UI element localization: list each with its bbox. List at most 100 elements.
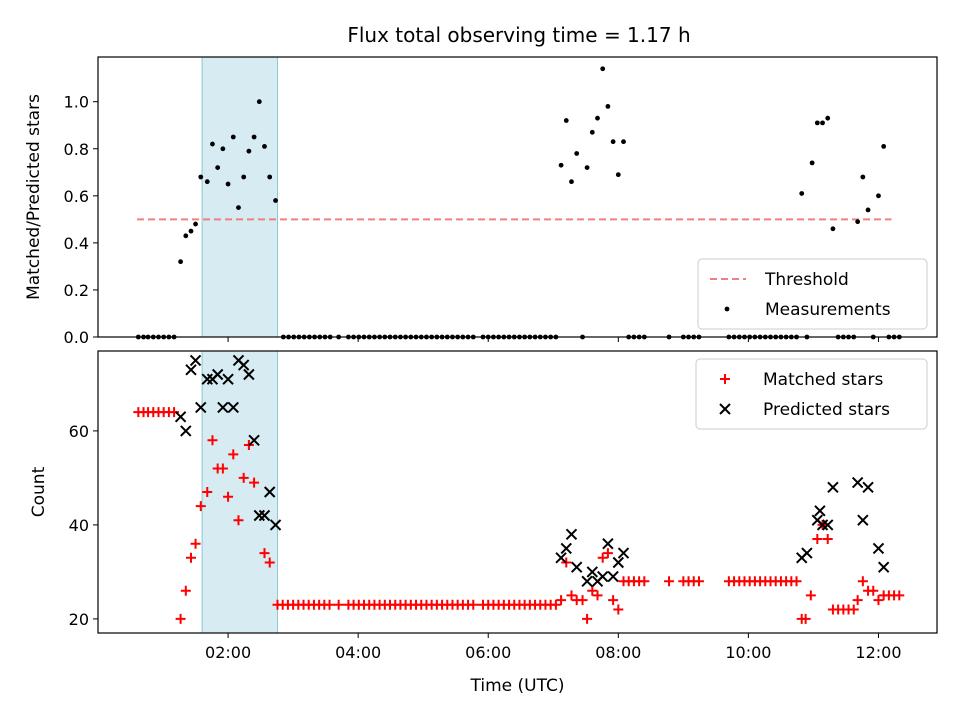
predicted-star-point	[174, 411, 187, 423]
matched-star-point	[202, 487, 213, 497]
measurement-point	[569, 179, 574, 185]
matched-star-point	[608, 595, 619, 606]
matched-star-point	[186, 552, 197, 563]
measurement-point	[881, 144, 887, 149]
top-y-tick-label: 0.0	[64, 328, 89, 347]
predicted-star-point	[211, 368, 224, 381]
measurement-point	[615, 172, 621, 178]
measurement-point	[605, 104, 611, 109]
top-highlight-span	[201, 56, 279, 338]
measurement-point	[230, 134, 236, 140]
predicted-star-point	[617, 547, 630, 559]
legend-box	[695, 358, 928, 430]
measurement-point	[855, 219, 861, 225]
matched-star-point	[324, 599, 335, 610]
measurement-point	[262, 144, 267, 149]
bottom-highlight-span	[201, 350, 279, 634]
matched-star-point	[812, 534, 823, 544]
matched-star-point	[582, 613, 593, 624]
matched-star-point	[264, 557, 275, 568]
predicted-star-point	[565, 528, 578, 541]
measurement-point	[251, 134, 257, 140]
bottom-plot-frame	[97, 350, 938, 634]
measurement-point	[876, 193, 881, 199]
top-y-tick-label: 0.4	[64, 234, 89, 253]
bottom-y-axis-label: Count	[29, 466, 49, 517]
measurement-point	[589, 129, 595, 135]
matched-star-point	[195, 501, 206, 512]
measurement-point	[178, 259, 183, 265]
matched-star-point	[169, 407, 180, 418]
predicted-star-point	[570, 561, 583, 573]
predicted-star-point	[269, 519, 282, 531]
bottom-panel: 02:00 04:00 06:00 08:00 10:00 12:00 20 40 60 Ti…	[29, 350, 938, 696]
matched-star-point	[566, 590, 577, 601]
matched-star-point	[587, 585, 598, 596]
matched-star-point	[868, 585, 879, 596]
measurement-point	[820, 120, 825, 126]
predicted-star-point	[801, 547, 813, 559]
bottom-y-ticks: 20 40 60	[69, 422, 98, 629]
predicted-star-point	[243, 368, 255, 381]
matched-star-point	[180, 585, 191, 596]
matched-star-point	[333, 599, 344, 610]
matched-star-point	[800, 613, 811, 624]
top-y-tick-label: 0.8	[64, 140, 89, 159]
predicted-star-point	[560, 542, 572, 555]
predicted-star-point	[816, 519, 829, 531]
matched-star-point	[592, 590, 603, 601]
matched-star-point	[238, 472, 249, 483]
x-tick-label: 10:00	[725, 643, 771, 662]
predicted-star-point	[263, 486, 276, 498]
matched-star-point	[613, 604, 624, 615]
measurement-point	[210, 141, 215, 147]
measurement-point	[236, 205, 241, 210]
predicted-star-point	[195, 401, 207, 414]
x-tick-label: 02:00	[205, 643, 251, 662]
predicted-star-point	[248, 434, 260, 447]
top-y-tick-label: 0.2	[64, 281, 89, 300]
matched-star-point	[791, 576, 802, 587]
top-x-ticks	[227, 337, 879, 342]
predicted-star-point	[581, 575, 593, 588]
matched-star-point	[468, 599, 479, 610]
top-y-tick-label: 1.0	[64, 93, 89, 112]
measurement-point	[215, 165, 221, 170]
predicted-star-point	[872, 542, 885, 555]
bottom-y-tick-label: 40	[69, 516, 89, 535]
measurement-point	[204, 179, 210, 185]
predicted-star-point	[612, 556, 625, 569]
measurement-point	[256, 99, 262, 105]
matched-stars-series	[133, 407, 905, 624]
matched-star-point	[190, 538, 201, 549]
measurement-point	[563, 118, 569, 123]
predicted-star-point	[862, 481, 874, 494]
matched-star-point	[217, 463, 228, 474]
x-tick-label: 06:00	[465, 643, 511, 662]
matched-star-point	[550, 599, 561, 610]
matched-star-point	[848, 604, 859, 615]
measurement-point	[825, 115, 831, 121]
measurement-point	[621, 139, 626, 145]
bottom-y-tick-label: 60	[69, 422, 89, 441]
predicted-star-point	[596, 570, 609, 583]
x-axis-label: Time (UTC)	[470, 676, 565, 696]
predicted-star-point	[857, 514, 869, 526]
top-y-tick-label: 0.6	[64, 187, 89, 206]
measurement-point	[225, 181, 231, 187]
measurement-point	[193, 221, 198, 227]
measurement-point	[183, 233, 189, 239]
measurement-point	[558, 162, 564, 168]
matched-star-point	[639, 576, 650, 587]
predicted-star-point	[237, 359, 250, 371]
measurement-point	[600, 66, 606, 72]
predicted-stars-series	[174, 354, 890, 588]
measurement-point	[860, 174, 866, 180]
predicted-star-point	[217, 401, 229, 414]
legend-label: Matched stars	[763, 370, 883, 390]
top-y-ticks: 0.0 0.2 0.4 0.6 0.8 1.0	[64, 93, 98, 347]
measurement-point	[865, 207, 871, 213]
predicted-star-point	[851, 476, 864, 489]
matched-star-point	[857, 576, 868, 587]
